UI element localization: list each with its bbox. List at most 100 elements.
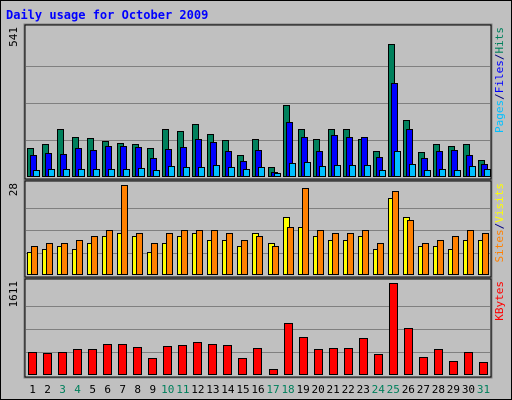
bar-pages-day-13 [213, 165, 220, 177]
bar-sites-day-15 [241, 240, 248, 275]
bar-pages-day-31 [484, 169, 491, 177]
x-tick-label-day-10: 10 [161, 383, 174, 396]
bar-kbytes-day-6 [103, 344, 112, 375]
x-tick-label-day-31: 31 [477, 383, 490, 396]
bar-pages-day-5 [93, 169, 100, 177]
bar-kbytes-day-11 [178, 345, 187, 375]
bar-sites-day-21 [332, 233, 339, 275]
x-tick-label-day-12: 12 [191, 383, 204, 396]
legend-entry: Visits [493, 183, 506, 223]
x-tick-label-day-19: 19 [296, 383, 309, 396]
bar-sites-day-23 [362, 230, 369, 275]
bar-pages-day-28 [439, 169, 446, 177]
x-tick-label-day-30: 30 [462, 383, 475, 396]
bar-sites-day-4 [76, 240, 83, 275]
legend-entry: Pages [493, 100, 506, 133]
legend-entry: KBytes [493, 281, 506, 321]
bar-kbytes-day-13 [208, 344, 217, 375]
bar-sites-day-20 [317, 230, 324, 275]
bar-pages-day-3 [63, 169, 70, 177]
bar-sites-day-25 [392, 191, 399, 275]
bar-kbytes-day-2 [43, 353, 52, 375]
bar-sites-day-24 [377, 243, 384, 275]
bar-kbytes-day-17 [269, 369, 278, 375]
legend-sites-visits: Sites/Visits [493, 183, 506, 263]
bar-kbytes-day-4 [73, 349, 82, 375]
bar-pages-day-15 [243, 169, 250, 177]
bar-pages-day-7 [123, 169, 130, 177]
series-kbytes [28, 283, 488, 375]
legend-entry: Sites [493, 229, 506, 262]
y-max-label: 541 [7, 27, 20, 47]
x-tick-label-day-24: 24 [372, 383, 386, 396]
bar-kbytes-day-29 [449, 361, 458, 375]
bar-sites-day-8 [136, 233, 143, 275]
bar-pages-day-20 [319, 166, 326, 177]
x-tick-label-day-5: 5 [89, 383, 96, 396]
bar-kbytes-day-27 [419, 357, 428, 375]
bar-pages-day-1 [33, 170, 40, 177]
bar-pages-day-18 [289, 163, 296, 177]
bar-kbytes-day-14 [223, 345, 232, 375]
bar-pages-day-19 [304, 162, 311, 177]
bar-sites-day-7 [121, 185, 128, 275]
x-tick-label-day-20: 20 [312, 383, 325, 396]
bar-kbytes-day-8 [133, 347, 142, 375]
bar-sites-day-17 [272, 246, 279, 275]
x-tick-label-day-1: 1 [29, 383, 36, 396]
bar-sites-day-14 [226, 233, 233, 275]
x-tick-label-day-16: 16 [251, 383, 264, 396]
x-tick-label-day-23: 23 [357, 383, 370, 396]
bar-pages-day-30 [469, 166, 476, 177]
bar-pages-day-26 [409, 164, 416, 177]
bar-sites-day-30 [467, 230, 474, 275]
legend-entry: / [493, 93, 506, 100]
x-tick-label-day-14: 14 [221, 383, 235, 396]
legend-kbytes: KBytes [493, 281, 506, 321]
bar-kbytes-day-12 [193, 342, 202, 375]
bar-pages-day-23 [364, 165, 371, 177]
bar-kbytes-day-7 [118, 344, 127, 375]
bar-kbytes-day-22 [344, 348, 353, 375]
bar-sites-day-18 [287, 227, 294, 275]
bar-sites-day-27 [422, 243, 429, 275]
bar-pages-day-4 [78, 169, 85, 177]
panel-frame [23, 277, 493, 379]
bar-pages-day-25 [394, 151, 401, 177]
x-tick-label-day-15: 15 [236, 383, 249, 396]
bar-sites-day-13 [211, 230, 218, 275]
bar-sites-day-31 [482, 233, 489, 275]
x-tick-label-day-13: 13 [206, 383, 219, 396]
bar-kbytes-day-31 [479, 362, 488, 375]
x-axis-day-labels: 1 2 3 4 5 6 7 8 9 10 11 12 13 14 15 16 17 18 19 20 21 22 23 24 2… [29, 383, 490, 396]
bar-sites-day-12 [196, 230, 203, 275]
bar-pages-day-10 [168, 166, 175, 177]
series-pages [33, 151, 491, 177]
x-tick-label-day-17: 17 [266, 383, 279, 396]
x-tick-label-day-25: 25 [387, 383, 400, 396]
bar-kbytes-day-24 [374, 354, 383, 375]
bar-kbytes-day-26 [404, 328, 413, 375]
bar-sites-day-1 [31, 246, 38, 275]
series-sites [31, 185, 489, 275]
bar-pages-day-14 [228, 167, 235, 177]
bar-sites-day-26 [407, 220, 414, 275]
x-tick-label-day-3: 3 [59, 383, 66, 396]
bar-kbytes-day-5 [88, 349, 97, 375]
bar-sites-day-11 [181, 230, 188, 275]
legend-entry: / [493, 223, 506, 230]
bar-sites-day-29 [452, 236, 459, 275]
bar-sites-day-19 [302, 188, 309, 275]
x-tick-label-day-9: 9 [149, 383, 156, 396]
panel-sites-visits: 28 Sites/Visits [7, 179, 506, 279]
legend-entry: Files [493, 60, 506, 93]
bar-sites-day-3 [61, 243, 68, 275]
bar-kbytes-day-9 [148, 358, 157, 375]
x-tick-label-day-18: 18 [281, 383, 294, 396]
bar-pages-day-12 [198, 167, 205, 177]
bar-kbytes-day-1 [28, 352, 37, 375]
x-tick-label-day-28: 28 [432, 383, 445, 396]
bar-pages-day-9 [153, 170, 160, 177]
